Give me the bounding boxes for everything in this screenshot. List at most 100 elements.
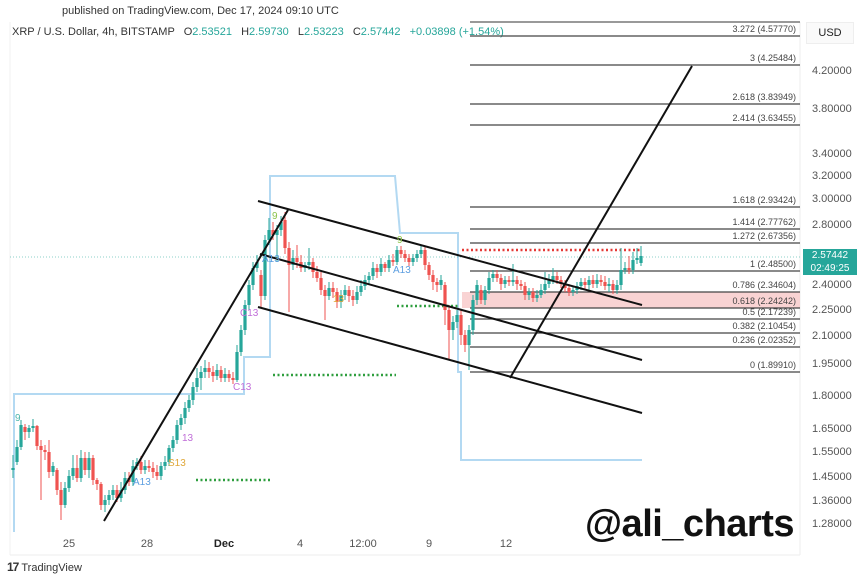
td-label: A13 [133,477,151,488]
candle-body [371,268,375,276]
candle-body [331,288,335,292]
open-label: O [183,26,193,38]
candle-body [71,468,75,476]
close-value: 2.57442 [360,26,401,38]
candle-body [395,250,399,262]
price-tick-label: 3.80000 [812,103,852,115]
td-sequential-labels: 9 A13 S13 13 C13 C13 A13 9 13 A13 9 [15,211,411,488]
candle-body [487,278,491,290]
candle-body [495,274,499,278]
candle-body [191,387,195,400]
candle-body [591,280,595,284]
candle-body [559,280,563,284]
candle-body [31,426,35,428]
chart-frame [9,22,801,556]
time-tick-label: 9 [425,538,433,550]
candle-body [215,370,219,376]
candle-body [611,284,615,290]
candle-body [91,458,95,480]
candle-body [615,285,619,290]
candle-body [339,295,343,302]
fib-level-label: 0.382 (2.10454) [732,321,796,331]
candle-body [183,408,187,418]
fib-level-label: 0.618 (2.24242) [732,296,796,306]
candle-body [107,495,111,500]
bar-countdown: 02:49:25 [810,263,850,274]
candle-body [387,260,391,268]
last-price-tag: 2.57442 02:49:25 [803,249,857,275]
trendline-channel-upper[interactable] [257,200,643,306]
candle-body [451,322,455,330]
fib-golden-zone [462,292,800,308]
candle-body [171,440,175,448]
candle-body [471,300,475,330]
candle-body [231,378,235,380]
fib-level-label: 1.414 (2.77762) [732,217,796,227]
candle-body [595,280,599,284]
td-label: A13 [262,254,280,265]
candle-body [79,458,83,478]
candle-body [315,272,319,278]
td-label: 13 [182,433,194,444]
candle-body [167,448,171,462]
time-tick-label: 4 [296,538,304,550]
candle-body [227,374,231,378]
candle-body [75,468,79,478]
candle-body [355,292,359,300]
candle-body [259,275,263,296]
candle-body [539,290,543,295]
candle-body [443,285,447,310]
price-axis[interactable]: 4.20000 3.80000 3.40000 3.20000 3.00000 2.800… [812,65,852,530]
fib-level-label: 0.236 (2.02352) [732,335,796,345]
candle-body [195,378,199,387]
trendline-impulse-leg[interactable] [103,209,289,522]
high-value: 2.59730 [249,26,289,38]
candle-body [267,230,271,240]
trendline-channel-middle[interactable] [259,253,643,361]
candle-body [327,288,331,296]
fibonacci-extension[interactable]: 3.272 (4.57770) 3 (4.25484) 2.618 (3.83949… [470,21,800,373]
candle-body [199,372,203,378]
price-tick-label: 1.36000 [812,495,852,507]
candle-body [243,305,247,330]
candle-body [383,264,387,268]
td-label: C13 [233,382,252,393]
candle-body [511,280,515,282]
low-label: L [297,26,304,38]
candle-body [411,258,415,262]
candle-body [607,284,611,286]
candle-body [223,374,227,378]
fib-level-label: 2.618 (3.83949) [732,92,796,102]
candle-body [11,468,15,470]
candle-body [527,292,531,295]
candle-body [159,466,163,476]
candle-body [455,315,459,322]
tradingview-logo[interactable]: 17 TradingView [7,560,82,574]
fib-level-label: 2.414 (3.63455) [732,113,796,123]
symbol-title: XRP / U.S. Dollar, 4h, BITSTAMP [12,26,175,38]
fib-level-label: 3.272 (4.57770) [732,24,796,34]
trendlines[interactable] [103,65,693,522]
fib-level-label: 0.5 (2.17239) [742,307,796,317]
candle-body [483,290,487,300]
candle-body [67,476,71,488]
candle-body [367,276,371,280]
currency-button[interactable]: USD [806,22,854,44]
price-tick-label: 3.20000 [812,170,852,182]
trendline-projection[interactable] [509,65,693,379]
trendline-channel-lower[interactable] [257,306,643,414]
candle-body [407,258,411,262]
price-tick-label: 1.65000 [812,423,852,435]
candle-body [555,276,559,280]
candle-body [535,295,539,298]
price-tick-label: 2.25000 [812,304,852,316]
candle-body [163,462,167,466]
candle-body [379,264,383,272]
open-value: 2.53521 [192,26,233,38]
candle-body [139,462,143,470]
candle-body [35,426,39,446]
candle-body [47,452,51,472]
price-tick-label: 3.40000 [812,148,852,160]
candle-body [43,450,47,452]
